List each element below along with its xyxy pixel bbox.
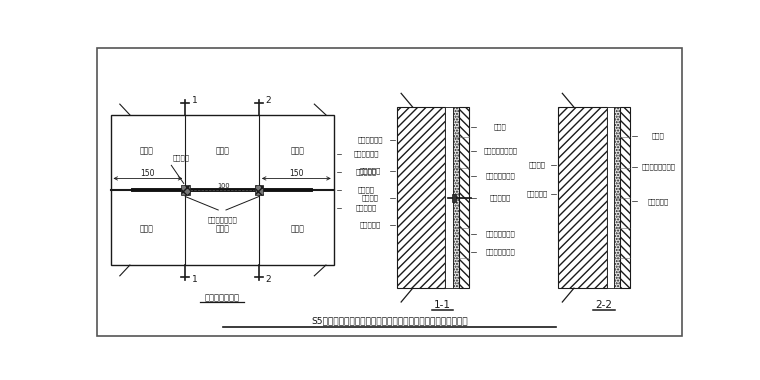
Text: 2: 2 [265,275,271,284]
Text: 墙体抹灰层: 墙体抹灰层 [359,167,381,174]
Text: 硬化砖强力粘结剂: 硬化砖强力粘结剂 [641,164,676,170]
Text: 100: 100 [217,183,230,189]
Bar [606,107,614,288]
Text: 硬化砖: 硬化砖 [139,225,154,234]
Text: 结构墙体基层: 结构墙体基层 [353,150,379,157]
Bar [451,194,456,201]
Text: 墙体基层: 墙体基层 [529,162,546,168]
Text: 硬化砖: 硬化砖 [291,146,305,155]
Bar [255,185,263,195]
Text: 150: 150 [289,169,303,177]
Text: 采用云石胶固定: 采用云石胶固定 [486,249,515,255]
Text: 不锈钢扣底挂件: 不锈钢扣底挂件 [207,216,237,223]
Text: 结构墙体基层: 结构墙体基层 [357,136,383,143]
Text: S5工程精装修大堂墙面湿贴工艺硬化砖返贴局部加强做法示意图: S5工程精装修大堂墙面湿贴工艺硬化砖返贴局部加强做法示意图 [311,317,468,326]
Bar [453,107,459,288]
Text: 1: 1 [192,96,198,105]
Text: 硬化砖: 硬化砖 [652,133,665,139]
Text: 1: 1 [192,275,198,284]
Text: 墙体抹灰层: 墙体抹灰层 [527,191,548,197]
Bar [397,107,445,288]
Bar [445,107,453,288]
Text: 射钉固定: 射钉固定 [358,187,375,193]
Text: 模缝剂填缝: 模缝剂填缝 [489,195,511,201]
Bar [110,115,334,265]
Text: 射钉固定: 射钉固定 [362,195,378,201]
Text: 云石胶快速固定: 云石胶快速固定 [486,173,515,179]
Text: 墙砖立面示意图: 墙砖立面示意图 [204,293,239,302]
Text: 2: 2 [265,96,271,105]
Text: 不锈钢挂件: 不锈钢挂件 [359,222,381,228]
Bar [614,107,620,288]
Text: 不锈钢挂件: 不锈钢挂件 [356,205,377,211]
Text: 硬化砖: 硬化砖 [291,225,305,234]
Bar [620,107,630,288]
Text: 硬化砖: 硬化砖 [215,146,229,155]
Bar [459,107,469,288]
Text: 射钉固定: 射钉固定 [173,154,190,161]
Text: 150: 150 [141,169,155,177]
Text: 1-1: 1-1 [434,300,451,310]
Text: 2-2: 2-2 [595,300,613,310]
Text: 硬化砖背面开槽: 硬化砖背面开槽 [486,231,515,237]
Text: 硬化砖强力粘结剂: 硬化砖强力粘结剂 [483,147,518,154]
Text: 硬化砖: 硬化砖 [494,124,507,130]
Text: 硬化砖: 硬化砖 [215,225,229,234]
Bar [181,185,189,195]
Bar [559,107,606,288]
Text: 硬化砖: 硬化砖 [139,146,154,155]
Text: 模缝剂填缝: 模缝剂填缝 [648,198,669,204]
Text: 墙体抹灰层: 墙体抹灰层 [356,169,377,175]
